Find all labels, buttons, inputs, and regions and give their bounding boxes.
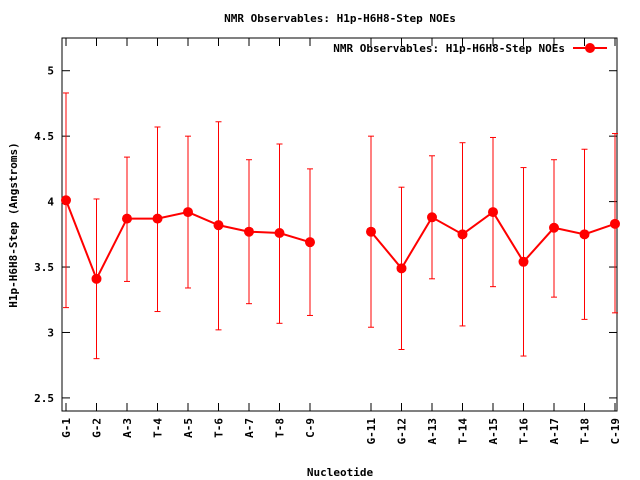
y-tick-label: 5 <box>47 65 54 78</box>
x-tick-label: A-5 <box>182 418 195 438</box>
x-tick-label: G-1 <box>60 418 73 438</box>
data-point <box>549 222 559 233</box>
data-points <box>61 195 620 284</box>
data-point <box>396 263 407 274</box>
legend: NMR Observables: H1p-H6H8-Step NOEs <box>333 42 607 55</box>
x-tick-label: T-14 <box>457 418 470 445</box>
x-tick-label: C-19 <box>609 418 622 445</box>
data-point <box>213 220 224 231</box>
data-point <box>488 207 498 218</box>
plot-area <box>61 37 618 412</box>
data-point <box>152 213 163 224</box>
x-tick-label: A-3 <box>121 418 134 438</box>
data-point <box>274 228 285 239</box>
x-tick-label: A-13 <box>426 418 439 445</box>
axes: 2.5 3 3.5 4 4.5 5 G-1 G-2 A-3 T-4 A-5 T-6 A-7 T-8 C-9 G… <box>34 38 622 445</box>
x-tick-label: T-4 <box>152 418 165 438</box>
data-point <box>366 226 376 237</box>
data-point <box>122 213 132 224</box>
data-point <box>183 207 193 218</box>
y-tick-label: 3.5 <box>34 261 54 274</box>
legend-marker <box>585 43 595 53</box>
data-point <box>579 229 590 240</box>
y-tick-label: 2.5 <box>34 392 54 405</box>
x-tick-label: A-17 <box>548 418 561 445</box>
data-point <box>427 212 437 223</box>
data-point <box>305 237 315 248</box>
data-point <box>518 256 529 267</box>
y-tick-label: 4 <box>47 196 54 209</box>
x-tick-label: G-11 <box>365 418 378 445</box>
data-point <box>61 195 71 206</box>
data-point <box>457 229 468 240</box>
x-tick-label: T-8 <box>274 418 287 438</box>
data-point <box>91 273 102 284</box>
x-tick-label: G-2 <box>91 418 104 438</box>
error-bars <box>63 92 618 360</box>
y-tick-label: 3 <box>47 326 54 339</box>
data-point <box>244 226 254 237</box>
x-tick-label: T-18 <box>579 418 592 445</box>
y-axis-label: H1p-H6H8-Step (Angstroms) <box>7 142 20 308</box>
x-axis-label: Nucleotide <box>307 466 374 479</box>
x-tick-label: T-6 <box>213 418 226 438</box>
x-tick-label: T-16 <box>518 418 531 445</box>
y-tick-label: 4.5 <box>34 130 54 143</box>
chart-title: NMR Observables: H1p-H6H8-Step NOEs <box>224 12 456 25</box>
x-tick-label: C-9 <box>304 418 317 438</box>
series-lines <box>65 199 616 282</box>
legend-label: NMR Observables: H1p-H6H8-Step NOEs <box>333 42 565 55</box>
data-point <box>610 218 620 229</box>
x-tick-label: G-12 <box>396 418 409 445</box>
x-tick-label: A-7 <box>243 418 256 438</box>
x-tick-label: A-15 <box>487 418 500 445</box>
